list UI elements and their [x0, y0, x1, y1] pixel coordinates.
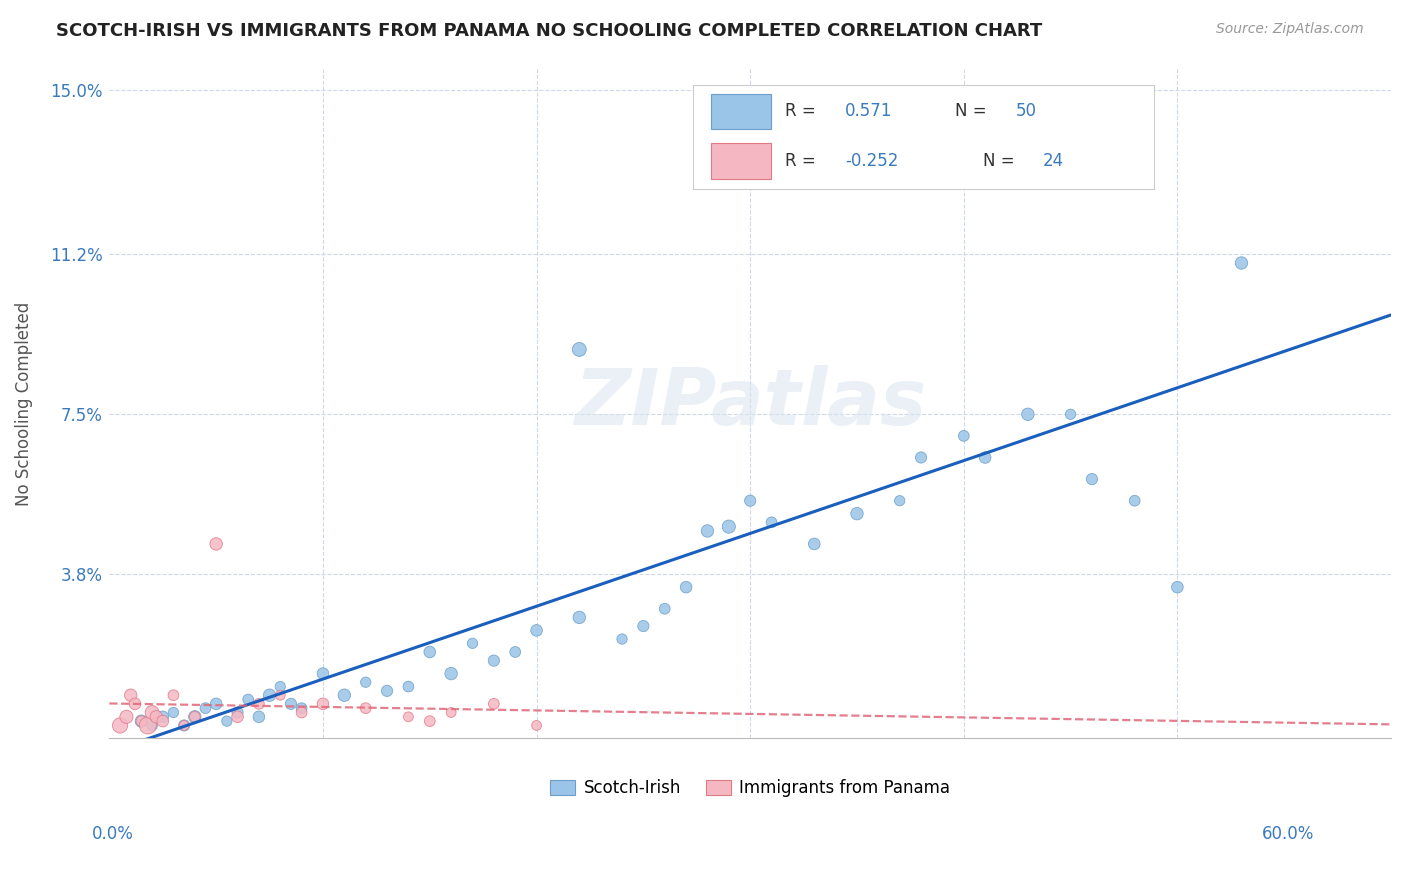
- Point: [162, 706, 184, 720]
- Text: 0.0%: 0.0%: [91, 825, 134, 843]
- Point: [291, 701, 314, 715]
- Point: [115, 710, 138, 724]
- Point: [205, 537, 228, 551]
- Point: [375, 684, 398, 698]
- Point: [717, 519, 740, 533]
- Point: [333, 688, 356, 702]
- Point: [173, 718, 195, 732]
- Point: [247, 710, 270, 724]
- Point: [675, 580, 697, 594]
- Point: [215, 714, 238, 728]
- Point: [654, 601, 676, 615]
- Text: Source: ZipAtlas.com: Source: ZipAtlas.com: [1216, 22, 1364, 37]
- Point: [1123, 493, 1146, 508]
- Point: [633, 619, 655, 633]
- Point: [259, 688, 281, 702]
- Point: [131, 714, 153, 728]
- Point: [568, 610, 591, 624]
- Point: [354, 675, 377, 690]
- Point: [152, 714, 174, 728]
- Point: [120, 688, 142, 702]
- Point: [1081, 472, 1104, 486]
- Point: [312, 666, 335, 681]
- Point: [1166, 580, 1188, 594]
- Point: [1059, 407, 1081, 421]
- Point: [247, 697, 270, 711]
- Point: [396, 680, 419, 694]
- Point: [141, 706, 163, 720]
- Point: [136, 718, 159, 732]
- Point: [1230, 256, 1253, 270]
- Point: [312, 697, 335, 711]
- Text: SCOTCH-IRISH VS IMMIGRANTS FROM PANAMA NO SCHOOLING COMPLETED CORRELATION CHART: SCOTCH-IRISH VS IMMIGRANTS FROM PANAMA N…: [56, 22, 1042, 40]
- Point: [910, 450, 932, 465]
- Point: [419, 645, 441, 659]
- Point: [291, 706, 314, 720]
- Point: [226, 706, 249, 720]
- Point: [226, 710, 249, 724]
- Point: [503, 645, 526, 659]
- Point: [162, 688, 184, 702]
- Text: 60.0%: 60.0%: [1263, 825, 1315, 843]
- Point: [803, 537, 825, 551]
- Point: [952, 429, 974, 443]
- Point: [354, 701, 377, 715]
- Point: [1017, 407, 1039, 421]
- Point: [868, 92, 890, 106]
- Point: [740, 493, 762, 508]
- Legend: Scotch-Irish, Immigrants from Panama: Scotch-Irish, Immigrants from Panama: [544, 772, 957, 804]
- Point: [482, 654, 505, 668]
- Point: [141, 718, 163, 732]
- Point: [461, 636, 484, 650]
- Point: [889, 493, 911, 508]
- Point: [846, 507, 869, 521]
- Point: [419, 714, 441, 728]
- Point: [440, 666, 463, 681]
- Y-axis label: No Schooling Completed: No Schooling Completed: [15, 301, 32, 506]
- Point: [280, 697, 302, 711]
- Point: [194, 701, 217, 715]
- Text: ZIPatlas: ZIPatlas: [574, 366, 927, 442]
- Point: [610, 632, 633, 646]
- Point: [205, 697, 228, 711]
- Point: [568, 343, 591, 357]
- Point: [440, 706, 463, 720]
- Point: [526, 624, 548, 638]
- Point: [152, 710, 174, 724]
- Point: [173, 718, 195, 732]
- Point: [184, 710, 207, 724]
- Point: [269, 688, 291, 702]
- Point: [131, 714, 153, 728]
- Point: [269, 680, 291, 694]
- Point: [124, 697, 146, 711]
- Point: [238, 692, 260, 706]
- Point: [184, 710, 207, 724]
- Point: [482, 697, 505, 711]
- Point: [396, 710, 419, 724]
- Point: [696, 524, 718, 538]
- Point: [145, 710, 167, 724]
- Point: [974, 450, 997, 465]
- Point: [108, 718, 131, 732]
- Point: [526, 718, 548, 732]
- Point: [761, 516, 783, 530]
